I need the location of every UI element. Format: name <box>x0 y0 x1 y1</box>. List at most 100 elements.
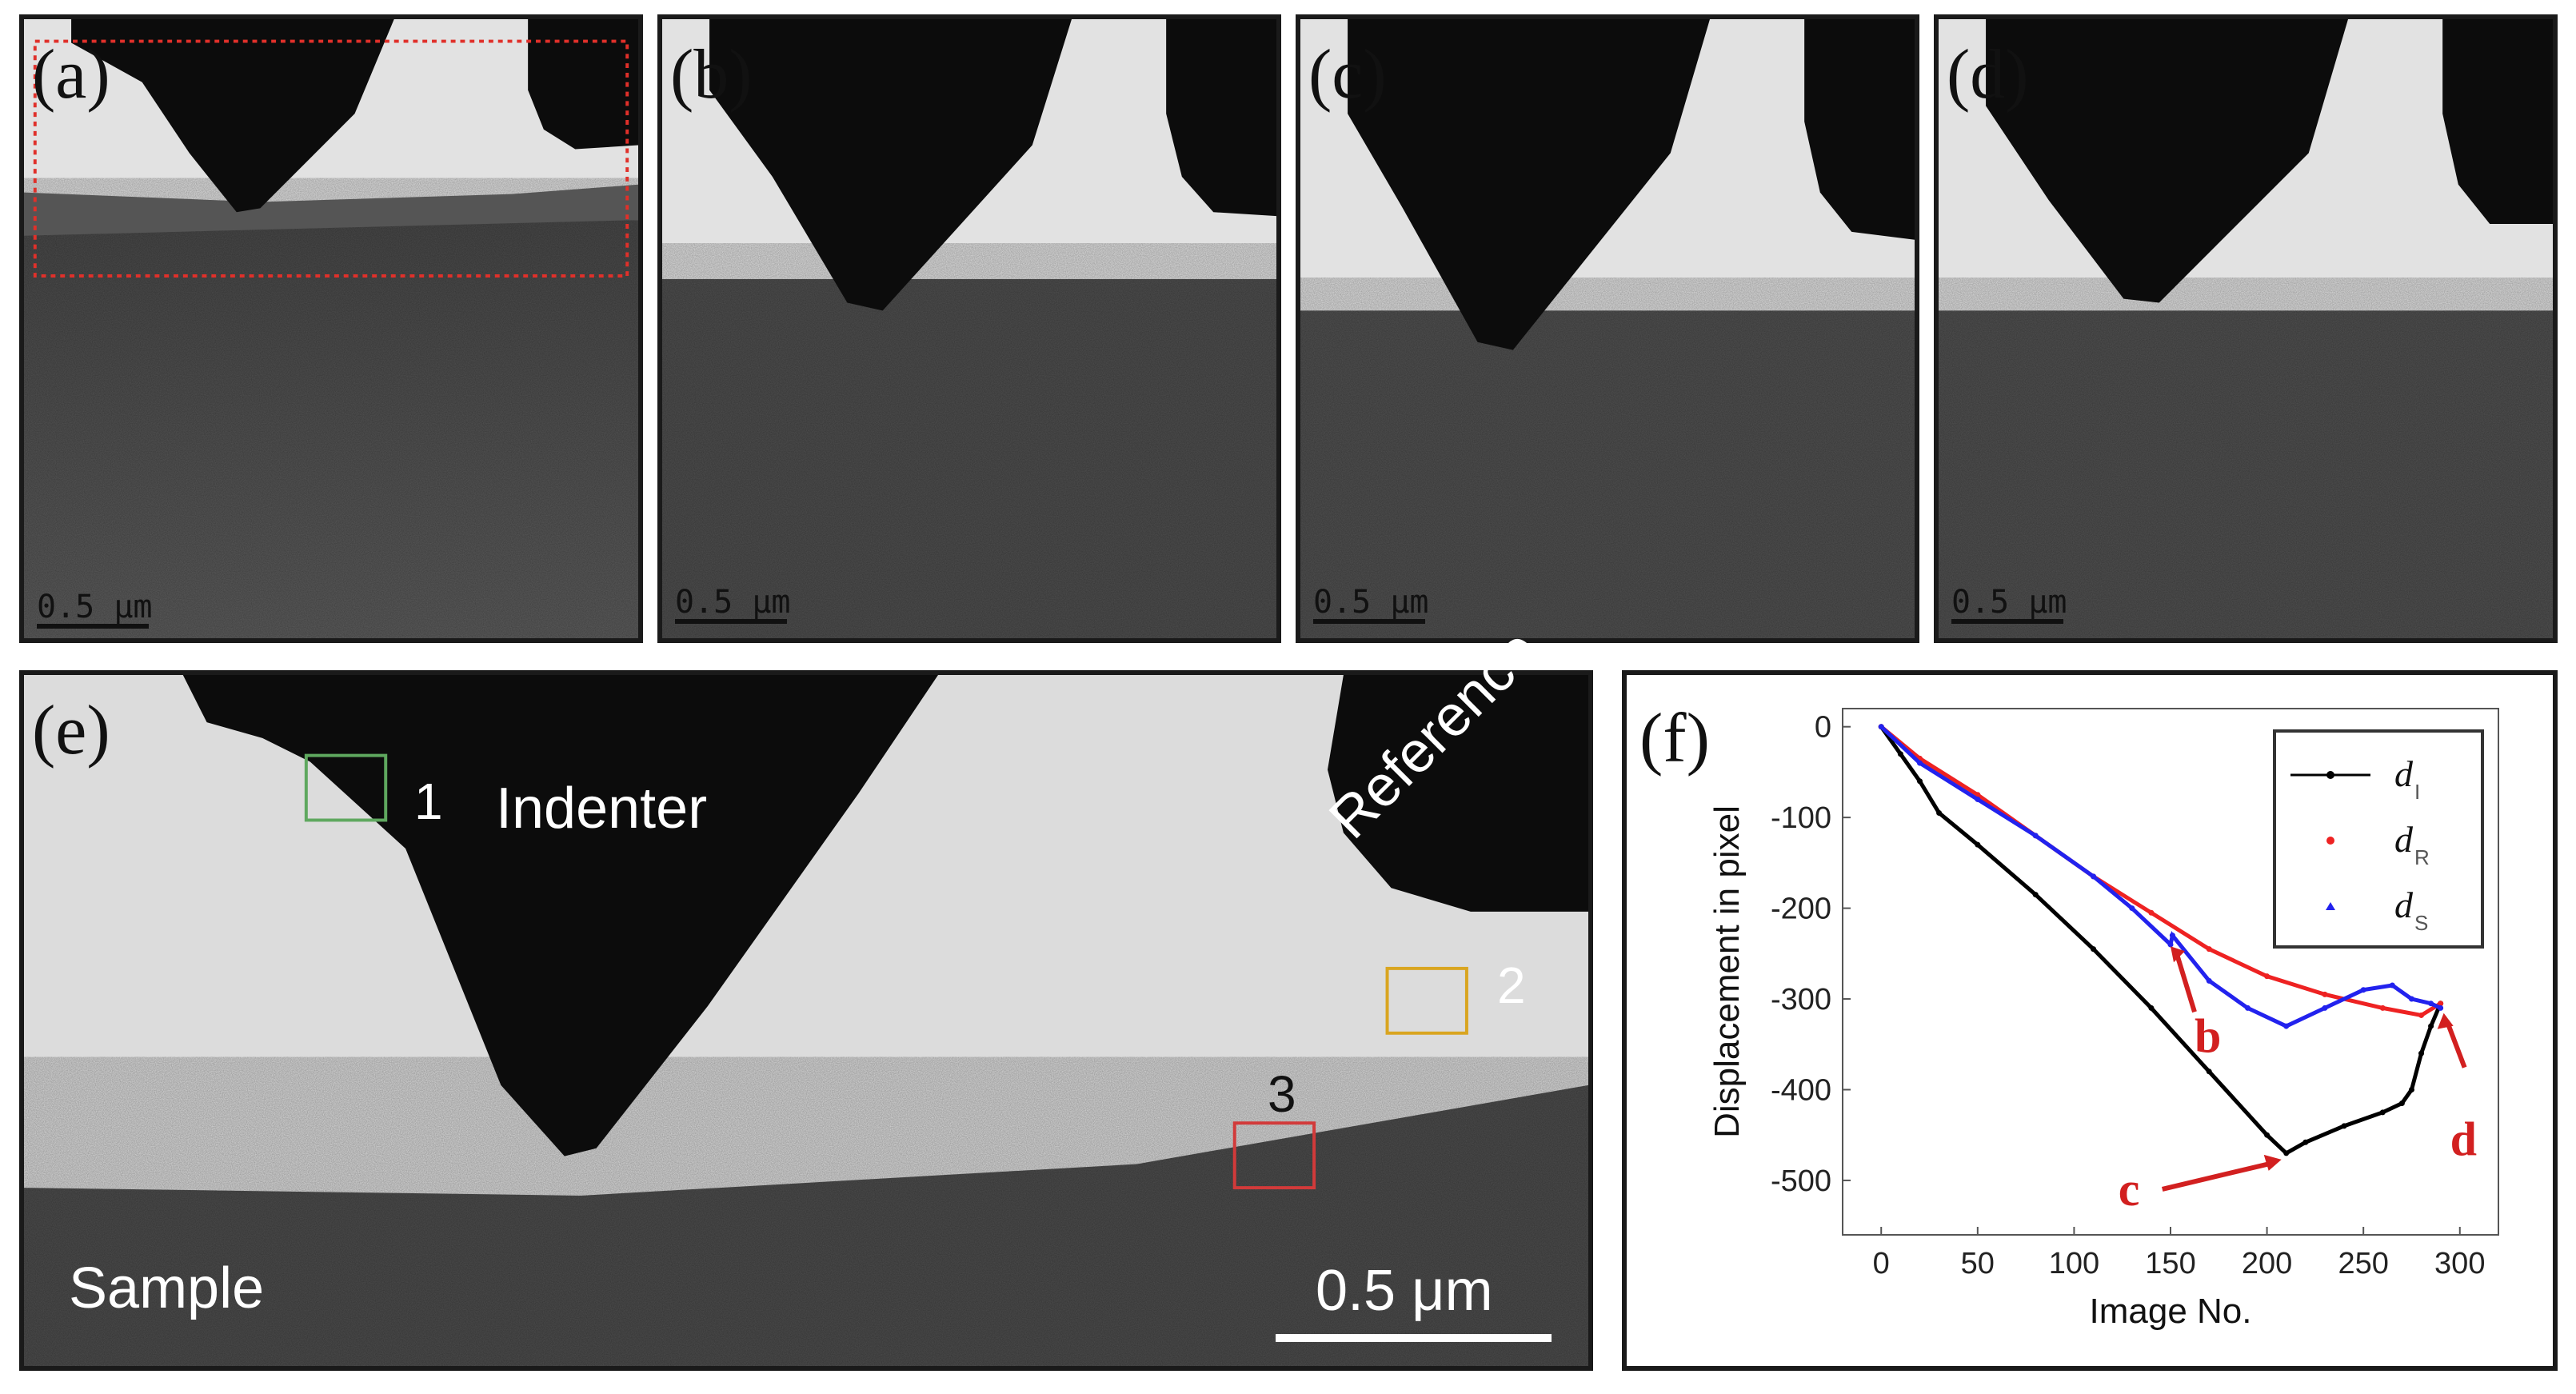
series-point-d_S <box>1975 796 1981 802</box>
series-point-d_I <box>2408 1086 2414 1092</box>
series-point-d_S <box>2244 1005 2251 1011</box>
series-point-d_S <box>2091 873 2097 880</box>
series-point-d_S <box>2032 833 2039 839</box>
legend-label-sub-d_I: I <box>2414 780 2420 804</box>
annotation-arrowhead-c <box>2263 1154 2282 1171</box>
series-point-d_I <box>2302 1139 2309 1145</box>
series-point-d_I <box>2428 1023 2434 1029</box>
series-point-d_I <box>2032 892 2039 898</box>
series-point-d_I <box>2379 1109 2386 1116</box>
series-point-d_S <box>1916 760 1923 766</box>
tem-image-e <box>24 675 1588 1366</box>
panel-b-label: (b) <box>670 36 753 114</box>
x-axis-label: Image No. <box>2090 1292 2252 1331</box>
x-tick-label: 0 <box>1873 1247 1890 1280</box>
tem-image-b <box>662 19 1276 638</box>
series-point-d_S <box>2206 977 2212 984</box>
y-tick-label: 0 <box>1815 711 1831 745</box>
series-point-d_S <box>2167 941 2174 948</box>
displacement-chart: 0 50 100 150 200 250 300 0 -100 -200 -300 -400 -500 I… <box>1707 708 2499 1331</box>
panel-e-label: (e) <box>32 692 110 769</box>
sample-label: Sample <box>69 1256 265 1320</box>
series-point-d_R <box>2148 909 2155 916</box>
annotation-arrowhead-d <box>2437 1013 2454 1029</box>
panel-d <box>1934 14 2558 643</box>
x-tick-label: 250 <box>2338 1247 2388 1280</box>
series-point-d_I <box>1916 778 1923 785</box>
tem-image-c <box>1300 19 1915 638</box>
series-point-d_R <box>2322 991 2328 997</box>
tem-image-a <box>24 19 638 638</box>
panel-e-scale-bar <box>1276 1334 1552 1342</box>
box3-label: 3 <box>1268 1065 1296 1123</box>
panel-a-scale-label: 0.5 μm <box>37 589 153 625</box>
legend-label-d_R: d <box>2394 819 2414 860</box>
panel-d-scale-bar <box>1951 619 2063 624</box>
panel-a-scale-bar <box>37 624 149 629</box>
series-point-d_I <box>2341 1123 2347 1129</box>
legend-marker-d_I <box>2326 771 2334 779</box>
series-point-d_S <box>1878 724 1884 730</box>
panel-a <box>19 14 643 643</box>
series-point-d_I <box>2418 1050 2425 1056</box>
tem-image-d <box>1939 19 2553 638</box>
series-point-d_I <box>1936 809 1943 816</box>
series-point-d_I <box>2206 1068 2212 1075</box>
box2-label: 2 <box>1497 957 1526 1014</box>
legend-label-d_S: d <box>2394 885 2414 925</box>
series-line-d_R <box>1879 725 2442 1018</box>
series-point-d_S <box>2408 996 2414 1002</box>
annotation-arrowhead-b <box>2171 946 2185 963</box>
series-point-d_I <box>1975 841 1981 848</box>
series-point-d_S <box>2129 905 2135 912</box>
annotation-arrow-b <box>2175 953 2197 1013</box>
y-tick-label: -400 <box>1771 1073 1831 1107</box>
annotation-arrow-d <box>2444 1020 2467 1068</box>
series-point-d_S <box>2428 1001 2434 1007</box>
panel-c <box>1296 14 1919 643</box>
indenter-label: Indenter <box>496 777 708 841</box>
y-tick-label: -500 <box>1771 1164 1831 1198</box>
series-point-d_I <box>2091 946 2097 953</box>
series-point-d_S <box>2169 933 2175 939</box>
box1-label: 1 <box>414 773 443 830</box>
legend-marker-d_R <box>2326 837 2334 845</box>
y-tick-label: -200 <box>1771 893 1831 926</box>
panel-b-scale-label: 0.5 μm <box>675 584 791 621</box>
series-point-d_I <box>2398 1100 2405 1106</box>
series-point-d_S <box>2438 1005 2444 1011</box>
panel-d-label: (d) <box>1947 36 2029 114</box>
panel-e-scale-label: 0.5 μm <box>1316 1259 1493 1323</box>
legend-label-sub-d_R: R <box>2414 845 2430 869</box>
panel-c-scale-label: 0.5 μm <box>1313 584 1429 621</box>
legend-box <box>2273 729 2484 949</box>
annotation-d: d <box>2450 1113 2477 1166</box>
annotation-arrow-c <box>2162 1160 2274 1192</box>
panel-f-label: (f) <box>1639 700 1710 777</box>
y-tick-label: -100 <box>1771 801 1831 835</box>
panel-c-label: (c) <box>1308 36 1387 114</box>
legend-marker-d_S <box>2326 902 2335 910</box>
panel-e <box>19 670 1593 1371</box>
x-tick-label: 200 <box>2242 1247 2292 1280</box>
series-point-d_I <box>2148 1005 2155 1011</box>
x-tick-label: 50 <box>1961 1247 1995 1280</box>
panel-f: 0 50 100 150 200 250 300 0 -100 -200 -300 -400 -500 I… <box>1622 670 2558 1371</box>
panel-d-scale-label: 0.5 μm <box>1951 584 2067 621</box>
x-tick-label: 150 <box>2145 1247 2195 1280</box>
panel-b <box>657 14 1281 643</box>
series-point-d_S <box>2322 1005 2328 1011</box>
series-point-d_R <box>2438 1001 2444 1007</box>
panel-c-scale-bar <box>1313 619 1425 624</box>
panel-b-scale-bar <box>675 619 787 624</box>
series-point-d_R <box>2379 1005 2386 1011</box>
legend-label-sub-d_S: S <box>2414 911 2428 935</box>
series-point-d_S <box>2389 982 2395 989</box>
x-tick-label: 100 <box>2049 1247 2099 1280</box>
series-point-d_R <box>2206 946 2212 953</box>
series-point-d_R <box>2264 973 2270 980</box>
series-point-d_R <box>2418 1012 2425 1018</box>
legend-label-d_I: d <box>2394 753 2414 794</box>
y-axis-label: Displacement in pixel <box>1707 805 1747 1138</box>
panel-a-label: (a) <box>32 36 110 114</box>
